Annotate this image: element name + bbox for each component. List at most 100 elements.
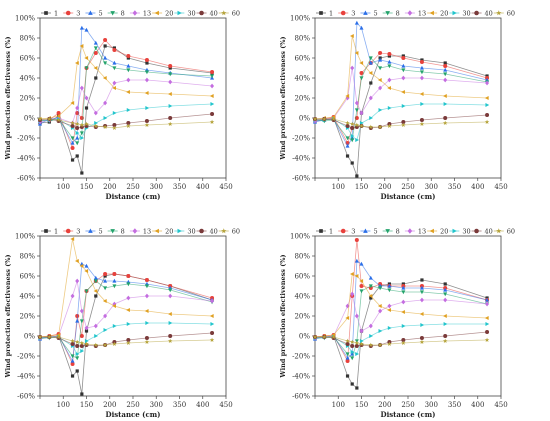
x-tick-label: 300 [150,183,163,191]
data-point [350,272,354,276]
data-point [443,72,448,77]
data-point [37,116,43,121]
x-axis-title: Distance (cm) [381,192,436,201]
data-point [443,334,448,338]
data-point [485,80,490,86]
y-tick-label: -40% [17,373,35,381]
data-point [359,261,364,266]
x-tick-label: 350 [448,183,461,191]
data-point [168,116,173,120]
data-point [443,116,448,120]
data-point [126,340,131,345]
data-point [350,356,355,361]
data-point [93,323,98,329]
data-point [443,297,448,303]
data-point [369,334,373,338]
data-point [387,86,391,90]
y-tick-label: 0% [24,115,35,123]
series-line [39,45,213,174]
chart-panel-2: -60% -40% -20% 0% 20% 40% 60% 80% 100% 100 150 200 2… [279,10,515,202]
data-point [354,340,360,345]
legend-label: 40 [485,228,493,236]
data-point [419,92,424,96]
data-point [443,282,447,286]
data-point [443,102,448,106]
y-axis-title: Wind protection effectiveness (%) [4,36,12,160]
legend-marker [44,229,48,233]
legend-marker [132,228,138,234]
data-point [322,334,327,339]
y-tick-label: 0% [24,333,35,341]
legend-marker [177,10,182,16]
x-tick-label: 450 [219,401,232,409]
data-point [168,66,172,70]
data-point [210,70,215,74]
data-point [84,339,89,343]
data-point [84,341,89,346]
data-point [126,295,131,301]
legend-marker [429,228,434,234]
data-point [359,71,364,75]
data-point [401,122,406,127]
y-axis-title: Wind protection effectiveness (%) [279,36,287,160]
data-point [103,44,107,48]
data-point [144,284,149,289]
series-line [39,79,213,124]
data-point [84,325,89,331]
data-point [75,352,80,356]
data-point [485,301,490,307]
legend-marker [385,11,390,16]
data-point [144,58,149,62]
data-point [144,70,149,75]
legend-marker [407,228,413,234]
data-point [368,124,374,129]
series-line [314,22,488,147]
data-point [350,291,355,297]
legend-label: 5 [98,228,102,236]
data-point [103,100,108,106]
data-point [419,75,424,81]
legend-marker [199,10,204,16]
data-point [443,287,448,292]
data-point [126,77,131,83]
data-point [378,85,383,91]
series-line [39,113,213,129]
data-point [401,56,406,60]
y-tick-label: -20% [292,353,310,361]
data-point [70,354,75,359]
data-point [84,27,89,32]
data-point [368,95,373,101]
data-point [126,63,131,68]
y-tick-label: -60% [292,393,310,401]
data-point [79,319,84,324]
data-point [168,334,173,338]
data-point [359,76,364,81]
y-tick-label: 40% [294,75,310,83]
data-point [144,336,149,340]
data-point [387,303,392,309]
data-point [387,123,392,128]
data-point [84,95,89,101]
series-20 [312,272,489,339]
data-point [75,314,80,318]
data-point [56,117,61,122]
data-point [93,342,99,347]
data-point [359,289,364,294]
legend-marker [363,10,368,15]
data-point [443,322,448,326]
data-point [359,279,364,283]
data-point [80,392,84,396]
x-tick-label: 300 [150,401,163,409]
data-point [84,106,89,110]
series-20 [37,237,214,339]
series-8 [313,56,490,143]
y-tick-label: 20% [294,313,310,321]
data-point [168,79,173,85]
x-tick-label: 250 [401,183,414,191]
data-point [112,125,117,130]
data-point [419,60,424,64]
data-point [79,308,84,314]
y-tick-label: -60% [17,393,35,401]
data-point [359,110,364,116]
data-point [355,138,360,142]
